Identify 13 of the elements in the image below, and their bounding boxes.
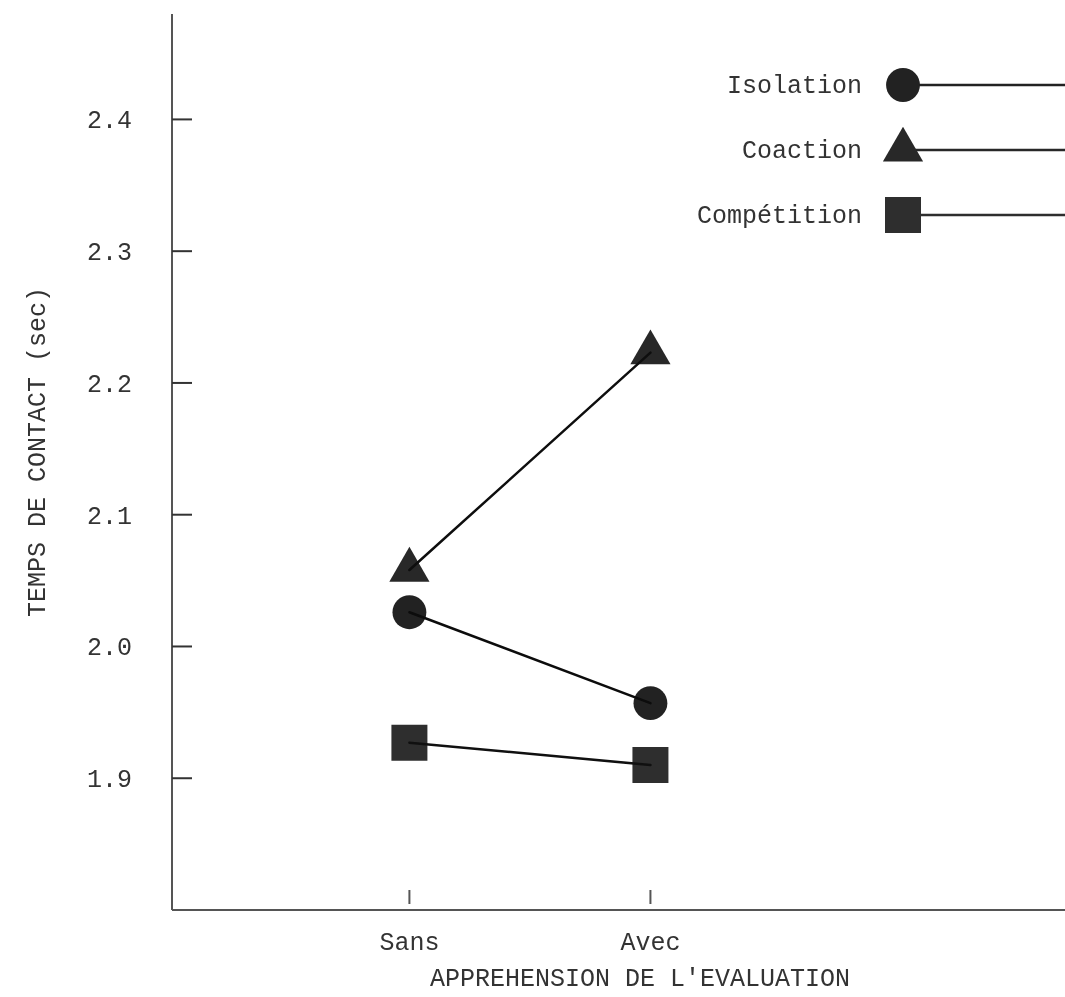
y-tick-label: 2.0 <box>86 634 132 664</box>
y-tick-label: 2.3 <box>86 239 132 269</box>
x-tick-label: Sans <box>379 929 440 958</box>
x-tick-label: Avec <box>620 929 681 958</box>
legend-label: Compétition <box>696 202 862 231</box>
legend-label: Coaction <box>741 137 862 166</box>
y-axis-title: TEMPS DE CONTACT (sec) <box>24 286 53 618</box>
y-tick-label: 2.1 <box>86 502 132 532</box>
y-tick-label: 2.4 <box>86 107 132 137</box>
y-tick-label: 1.9 <box>86 766 132 796</box>
legend-label: Isolation <box>726 72 862 101</box>
x-axis-title: APPREHENSION DE L'EVALUATION <box>429 965 851 994</box>
y-tick-label: 2.2 <box>86 370 132 400</box>
